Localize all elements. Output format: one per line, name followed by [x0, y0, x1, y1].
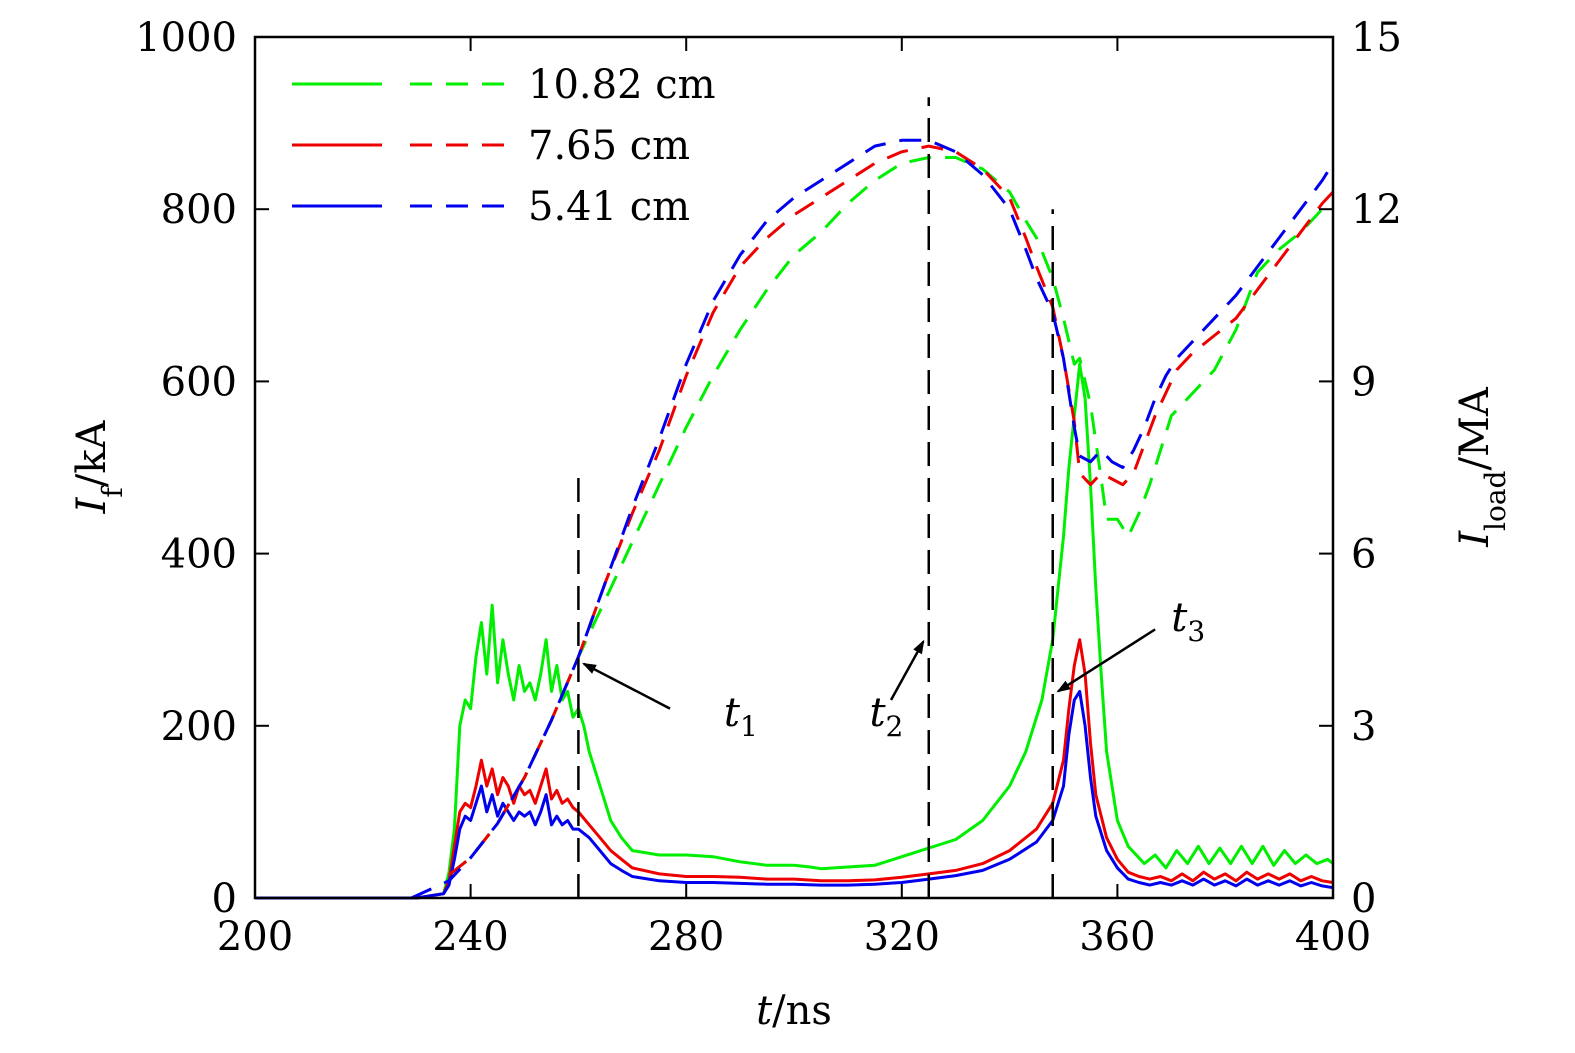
y-right-tick-label: 6: [1351, 532, 1376, 578]
legend: 10.82 cm 7.65 cm 5.41 cm: [292, 62, 716, 230]
y-left-tick-label: 1000: [135, 15, 237, 61]
x-tick-label: 280: [648, 914, 724, 960]
y-left-tick-label: 800: [161, 187, 237, 233]
series-line-5: [448, 144, 1335, 877]
legend-label: 7.65 cm: [528, 123, 690, 169]
series-line-4: [448, 156, 1334, 877]
y-left-tick-label: 200: [161, 704, 237, 750]
axis-titles-layer: t/ns If/kA Iload/MA: [69, 386, 1512, 1034]
annotation-arrow-2: [889, 639, 925, 701]
y-right-tick-label: 12: [1351, 187, 1402, 233]
y-right-tick-label: 15: [1351, 15, 1402, 61]
vertical-markers-layer: [577, 97, 1054, 898]
series-line-3: [255, 689, 1334, 900]
legend-label: 10.82 cm: [528, 62, 716, 108]
annotations-layer: t1 t2 t3: [582, 595, 1205, 743]
annotation-arrow-1: [582, 662, 671, 710]
y-right-tick-label: 0: [1351, 876, 1376, 922]
x-tick-label: 320: [864, 914, 940, 960]
y-right-tick-label: 3: [1351, 704, 1376, 750]
x-tick-label: 360: [1079, 914, 1155, 960]
ticks-layer: 200 240 280 320 360 4000200400600800100003691…: [135, 15, 1402, 960]
legend-label: 5.41 cm: [528, 184, 690, 230]
y-left-axis-title: If/kA: [69, 419, 129, 514]
annotation-label-2: t2: [869, 690, 903, 743]
annotation-label-1: t1: [724, 690, 758, 743]
x-tick-label: 400: [1295, 914, 1371, 960]
y-right-tick-label: 9: [1351, 359, 1376, 405]
series-line-1: [255, 362, 1334, 900]
y-left-tick-label: 0: [212, 876, 237, 922]
y-left-tick-label: 400: [161, 532, 237, 578]
annotation-arrow-3: [1056, 628, 1156, 693]
x-axis-title: t/ns: [756, 988, 832, 1034]
series-line-6: [410, 138, 1335, 900]
y-right-axis-title: Iload/MA: [1452, 386, 1512, 548]
series-layer: [255, 138, 1335, 900]
series-line-2: [255, 638, 1334, 900]
plot-frame: [253, 35, 1335, 900]
y-left-tick-label: 600: [161, 359, 237, 405]
x-tick-label: 240: [432, 914, 508, 960]
annotation-label-3: t3: [1171, 595, 1205, 648]
x-tick-label: 200: [217, 914, 293, 960]
